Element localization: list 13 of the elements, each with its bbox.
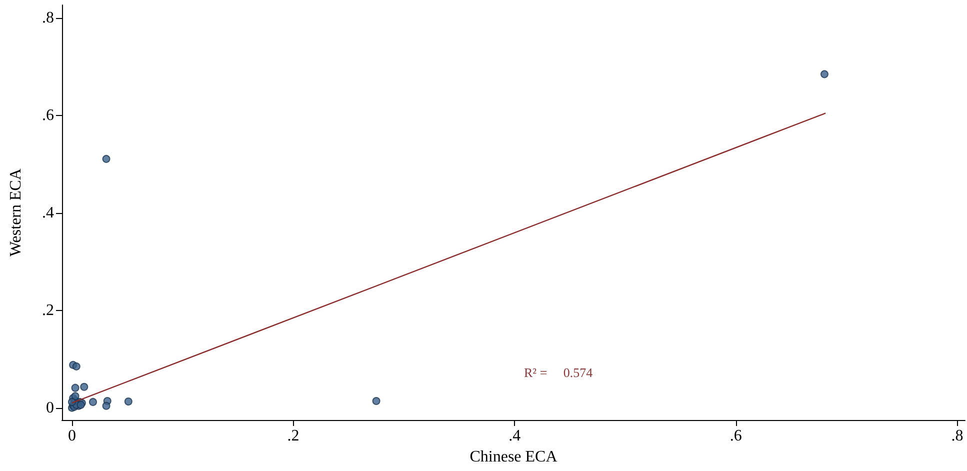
- annotation: R² = 0.574: [524, 365, 594, 380]
- x-tick-label: .2: [287, 428, 300, 444]
- x-tick-label: .6: [730, 428, 742, 444]
- y-tick-label: 0: [46, 399, 54, 416]
- y-tick-label: .8: [42, 10, 54, 27]
- x-tick-label: .4: [508, 428, 521, 444]
- y-tick-label: .6: [42, 107, 54, 124]
- x-tick-label: .8: [951, 428, 964, 444]
- y-tick-label: .2: [42, 302, 54, 319]
- y-axis-title: Western ECA: [8, 168, 24, 257]
- x-axis-title: Chinese ECA: [470, 448, 558, 466]
- x-tick-label: 0: [68, 428, 76, 444]
- y-tick-label: .4: [42, 204, 54, 222]
